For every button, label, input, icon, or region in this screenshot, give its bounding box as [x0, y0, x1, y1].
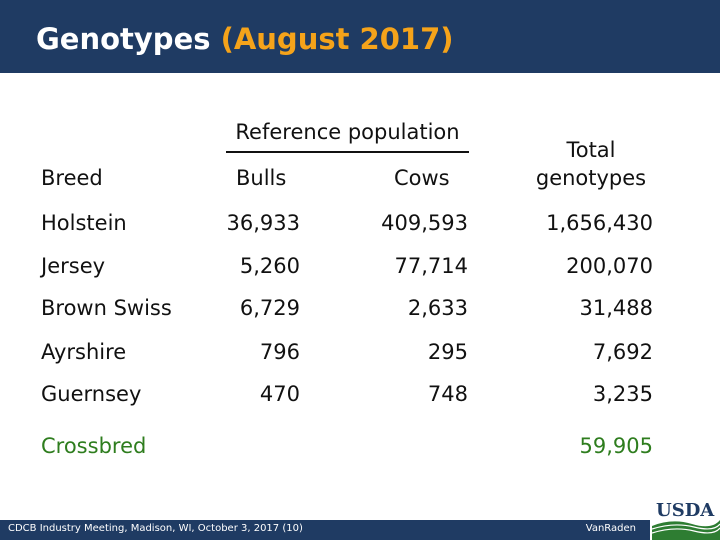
total-cell: 200,070: [566, 254, 653, 278]
bulls-cell: 6,729: [239, 296, 300, 320]
bulls-cell: 5,260: [239, 254, 300, 278]
cows-cell: 77,714: [394, 254, 468, 278]
footer-bar: CDCB Industry Meeting, Madison, WI, Octo…: [0, 520, 650, 540]
total-column-header-line2: genotypes: [535, 166, 647, 190]
reference-population-header: Reference population: [235, 120, 460, 144]
usda-logo-icon: USDA: [652, 500, 720, 540]
total-cell: 1,656,430: [546, 211, 653, 235]
cows-column-header: Cows: [394, 166, 450, 190]
breed-cell: Ayrshire: [41, 340, 127, 364]
total-cell: 3,235: [592, 382, 653, 406]
breed-cell: Guernsey: [41, 382, 142, 406]
breed-cell: Jersey: [41, 254, 106, 278]
breed-cell: Brown Swiss: [41, 296, 172, 320]
reference-population-underline: [226, 151, 469, 153]
cows-cell: 409,593: [381, 211, 468, 235]
breed-cell: Holstein: [41, 211, 127, 235]
cows-cell: 2,633: [407, 296, 468, 320]
bulls-cell: 36,933: [226, 211, 300, 235]
footer-citation: CDCB Industry Meeting, Madison, WI, Octo…: [8, 523, 303, 534]
footer-author: VanRaden: [585, 523, 636, 534]
crossbred-label: Crossbred: [41, 434, 147, 458]
title-date: (August 2017): [220, 22, 454, 56]
title-bar: Genotypes (August 2017): [0, 0, 720, 73]
total-cell: 31,488: [579, 296, 653, 320]
cows-cell: 748: [427, 382, 468, 406]
total-cell: 7,692: [592, 340, 653, 364]
bulls-column-header: Bulls: [236, 166, 287, 190]
bulls-cell: 470: [259, 382, 300, 406]
slide-title: Genotypes (August 2017): [36, 22, 454, 56]
bulls-cell: 796: [259, 340, 300, 364]
cows-cell: 295: [427, 340, 468, 364]
title-main: Genotypes: [36, 22, 221, 56]
total-column-header-line1: Total: [566, 138, 616, 162]
usda-logo-text: USDA: [656, 500, 715, 521]
crossbred-total: 59,905: [579, 434, 653, 458]
breed-column-header: Breed: [41, 166, 103, 190]
